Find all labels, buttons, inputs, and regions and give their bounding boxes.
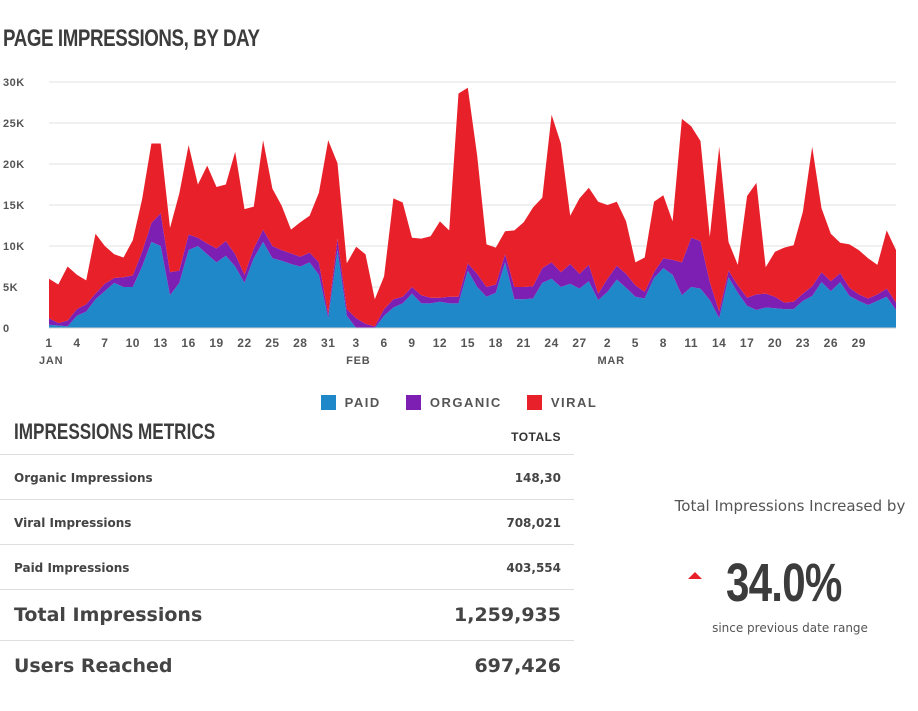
x-tick-label: 28 bbox=[293, 336, 307, 350]
legend-swatch-paid bbox=[320, 395, 336, 410]
kpi-headline: Total Impressions Increased by bbox=[674, 497, 906, 515]
x-tick-label: 31 bbox=[321, 336, 335, 350]
y-tick-label: 15K bbox=[3, 200, 25, 212]
x-tick-label: 1 bbox=[45, 336, 52, 350]
x-tick-label: 8 bbox=[660, 336, 667, 350]
kpi-value: 34.0% bbox=[726, 553, 842, 613]
x-tick-label: 2 bbox=[604, 336, 611, 350]
metric-label: Paid Impressions bbox=[14, 561, 130, 575]
legend-swatch-viral bbox=[526, 395, 542, 410]
metric-row-viral: Viral Impressions 708,021 bbox=[0, 499, 574, 545]
metric-row-total: Total Impressions 1,259,935 bbox=[0, 589, 574, 641]
x-tick-label: 9 bbox=[408, 336, 415, 350]
totals-column-header: TOTALS bbox=[511, 430, 561, 444]
x-tick-label: 23 bbox=[796, 336, 810, 350]
x-tick-label: 21 bbox=[517, 336, 531, 350]
legend-item-paid[interactable]: PAID bbox=[320, 395, 381, 410]
metric-label: Users Reached bbox=[14, 655, 173, 677]
x-tick-label: 17 bbox=[740, 336, 754, 350]
x-tick-label: 24 bbox=[544, 336, 558, 350]
metric-row-organic: Organic Impressions 148,30 bbox=[0, 454, 574, 500]
x-tick-label: 27 bbox=[572, 336, 586, 350]
metrics-title: IMPRESSIONS METRICS bbox=[14, 419, 216, 444]
metric-label: Organic Impressions bbox=[14, 471, 153, 485]
x-tick-label: 26 bbox=[824, 336, 838, 350]
x-tick-label: 16 bbox=[181, 336, 195, 350]
metric-value: 403,554 bbox=[506, 561, 561, 575]
x-tick-label: 12 bbox=[433, 336, 447, 350]
x-tick-label: 29 bbox=[852, 336, 866, 350]
metric-value: 148,30 bbox=[514, 471, 561, 485]
x-tick-label: 4 bbox=[73, 336, 80, 350]
chart-title: PAGE IMPRESSIONS, BY DAY bbox=[3, 25, 260, 52]
x-tick-label: 19 bbox=[209, 336, 223, 350]
x-tick-label: 20 bbox=[768, 336, 782, 350]
metric-value: 697,426 bbox=[474, 655, 561, 677]
x-tick-label: 14 bbox=[712, 336, 726, 350]
series-area-organic bbox=[49, 213, 896, 328]
x-tick-label: 22 bbox=[237, 336, 251, 350]
metric-label: Viral Impressions bbox=[14, 516, 132, 530]
month-label: JAN bbox=[39, 355, 63, 367]
trend-up-icon bbox=[688, 571, 702, 579]
x-tick-label: 15 bbox=[461, 336, 475, 350]
x-tick-label: 25 bbox=[265, 336, 279, 350]
y-tick-label: 20K bbox=[3, 159, 25, 171]
legend-label-organic: ORGANIC bbox=[429, 395, 502, 410]
x-tick-label: 6 bbox=[380, 336, 387, 350]
series-area-viral bbox=[49, 87, 896, 327]
metric-row-paid: Paid Impressions 403,554 bbox=[0, 544, 574, 590]
legend-item-viral[interactable]: VIRAL bbox=[526, 395, 598, 410]
series-area-paid bbox=[49, 241, 896, 328]
kpi-subtext: since previous date range bbox=[712, 621, 868, 635]
metric-value: 708,021 bbox=[506, 516, 561, 530]
x-tick-label: 18 bbox=[489, 336, 503, 350]
x-tick-label: 5 bbox=[632, 336, 639, 350]
month-label: MAR bbox=[597, 355, 624, 367]
kpi-value-group: 34.0% bbox=[688, 552, 874, 614]
chart-legend: PAID ORGANIC VIRAL bbox=[0, 395, 918, 410]
legend-label-viral: VIRAL bbox=[550, 395, 598, 410]
y-tick-label: 5K bbox=[3, 282, 18, 294]
y-tick-label: 30K bbox=[3, 77, 25, 89]
legend-label-paid: PAID bbox=[344, 395, 381, 410]
x-tick-label: 10 bbox=[126, 336, 140, 350]
y-tick-label: 25K bbox=[3, 118, 25, 130]
x-tick-label: 7 bbox=[101, 336, 108, 350]
metric-label: Total Impressions bbox=[14, 604, 203, 626]
metric-value: 1,259,935 bbox=[454, 604, 561, 626]
legend-item-organic[interactable]: ORGANIC bbox=[405, 395, 502, 410]
month-label: FEB bbox=[346, 355, 370, 367]
y-tick-label: 10K bbox=[3, 241, 25, 253]
x-tick-label: 13 bbox=[154, 336, 168, 350]
x-tick-label: 3 bbox=[353, 336, 360, 350]
y-tick-label: 0 bbox=[3, 323, 10, 335]
legend-swatch-organic bbox=[405, 395, 421, 410]
metric-row-users-reached: Users Reached 697,426 bbox=[0, 640, 574, 691]
x-tick-label: 11 bbox=[684, 336, 698, 350]
